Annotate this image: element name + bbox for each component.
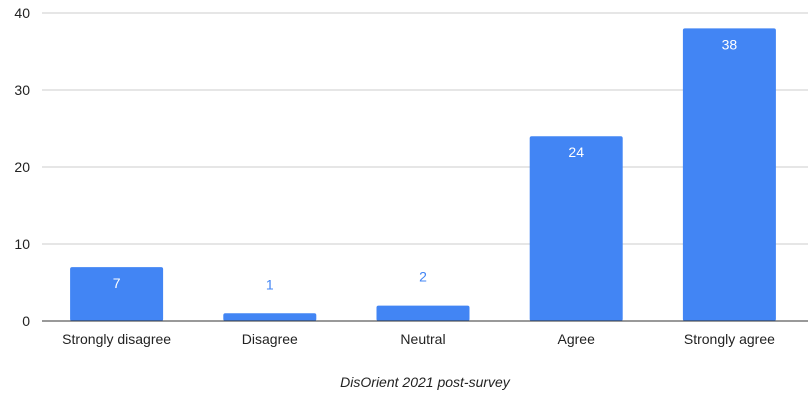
y-tick-label: 20 (14, 159, 30, 175)
data-labels: 7 1 2 24 38 (113, 36, 738, 292)
x-axis-categories: Strongly disagree Disagree Neutral Agree Str… (62, 331, 775, 347)
category-label: Strongly disagree (62, 331, 171, 347)
y-tick-label: 30 (14, 82, 30, 98)
bar (682, 28, 776, 322)
data-label: 38 (722, 36, 738, 52)
category-label: Neutral (400, 331, 445, 347)
y-tick-label: 40 (14, 5, 30, 21)
y-tick-label: 0 (22, 313, 30, 329)
category-label: Strongly agree (684, 331, 775, 347)
y-axis-ticks: 0 10 20 30 40 (14, 5, 30, 329)
bar (70, 267, 164, 321)
data-label: 7 (113, 275, 121, 291)
data-label: 1 (266, 276, 274, 292)
category-label: Disagree (242, 331, 298, 347)
x-axis-title: DisOrient 2021 post-survey (340, 374, 511, 390)
y-tick-label: 10 (14, 236, 30, 252)
category-label: Agree (558, 331, 596, 347)
bar (529, 136, 623, 321)
data-label: 24 (568, 144, 584, 160)
bars (70, 28, 776, 322)
data-label: 2 (419, 269, 427, 285)
bar (223, 313, 317, 321)
bar (376, 305, 470, 321)
gridlines (42, 12, 808, 245)
